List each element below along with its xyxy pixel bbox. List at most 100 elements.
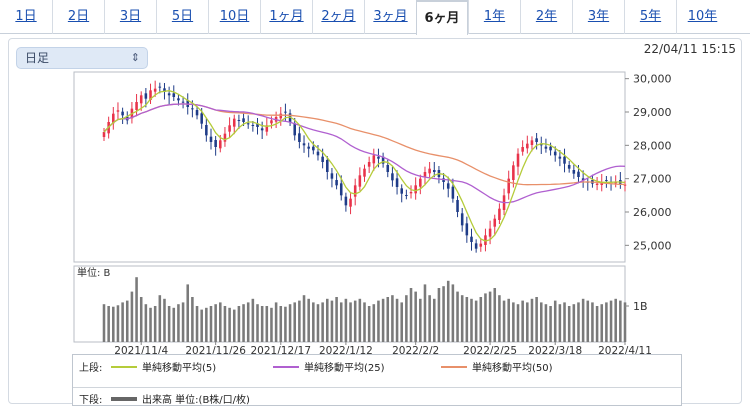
volume-bar [195, 306, 199, 342]
volume-bar [498, 295, 501, 342]
candle-body [507, 178, 510, 194]
volume-bar [437, 288, 441, 342]
volume-bar [488, 291, 492, 342]
candle-body [335, 180, 338, 186]
candle-body [316, 151, 320, 156]
tab-7[interactable]: 3ヶ月 [364, 0, 416, 34]
volume-bar [158, 295, 162, 342]
price-plot-frame [73, 71, 626, 263]
candle-body [558, 156, 562, 159]
volume-bar [242, 304, 245, 342]
volume-bar [484, 293, 487, 342]
price-tick-label: 25,000 [633, 239, 672, 252]
volume-bar [219, 302, 222, 342]
candle-body [256, 123, 259, 127]
volume-bar [144, 304, 148, 342]
volume-bar [209, 306, 213, 342]
candle-body [544, 146, 548, 149]
candle-body [600, 182, 604, 185]
candle-body [219, 140, 222, 149]
candle-body [623, 184, 627, 186]
candle-body [460, 213, 464, 226]
candle-body [358, 175, 362, 187]
tab-5[interactable]: 1ヶ月 [260, 0, 312, 34]
tab-2[interactable]: 3日 [104, 0, 156, 34]
candle-body [535, 138, 538, 142]
tab-4[interactable]: 10日 [208, 0, 260, 34]
volume-tick-label: 1B [633, 300, 648, 313]
volume-bar [172, 307, 176, 342]
candle-body [232, 118, 236, 127]
volume-bar [251, 298, 255, 342]
candle-body [353, 185, 357, 197]
candle-body [205, 125, 208, 136]
volume-bar [605, 302, 608, 342]
volume-bar [302, 295, 306, 342]
volume-bar [353, 300, 357, 342]
tab-11[interactable]: 3年 [572, 0, 624, 34]
candle-body [367, 162, 371, 167]
candle-body [484, 235, 487, 245]
candle-body [228, 125, 231, 132]
volume-bar [507, 298, 510, 342]
candle-body [409, 192, 413, 194]
interval-select[interactable]: 日足 ⇕ [16, 47, 148, 69]
candle-body [521, 147, 524, 152]
tab-12[interactable]: 5年 [624, 0, 676, 34]
volume-bar [367, 306, 371, 342]
tab-9[interactable]: 1年 [468, 0, 520, 34]
tab-0[interactable]: 1日 [15, 9, 37, 24]
volume-bar [316, 304, 320, 342]
tab-1[interactable]: 2日 [52, 0, 104, 34]
price-tick-label: 29,000 [633, 106, 672, 119]
volume-bar [232, 309, 236, 342]
tab-13[interactable]: 10年 [676, 0, 728, 34]
volume-bar [200, 309, 203, 342]
candle-body [223, 133, 227, 142]
candle-body [372, 155, 376, 164]
volume-bar [563, 302, 566, 342]
volume-bar [386, 297, 390, 342]
volume-bar [549, 306, 552, 342]
volume-bar [153, 306, 157, 342]
volume-bar [516, 304, 520, 342]
volume-bar [460, 295, 464, 342]
volume-bar [246, 302, 250, 342]
volume-bar [312, 302, 315, 342]
tab-10[interactable]: 2年 [520, 0, 572, 34]
volume-unit-label: 単位: B [77, 266, 111, 279]
candle-body [516, 153, 520, 167]
volume-bar [544, 304, 548, 342]
candle-body [279, 113, 283, 119]
price-tick-label: 27,000 [633, 173, 672, 186]
volume-bar [400, 302, 403, 342]
candle-body [214, 140, 217, 147]
volume-bar [112, 306, 115, 342]
volume-bar [339, 302, 343, 342]
volume-bar [205, 307, 208, 342]
candle-body [614, 182, 617, 184]
volume-bar [223, 306, 227, 342]
legend-ma25-label: 単純移動平均(25) [304, 363, 385, 374]
tab-6[interactable]: 2ヶ月 [312, 0, 364, 34]
volume-bar [191, 297, 194, 342]
candle-body [605, 180, 608, 181]
candle-body [428, 168, 431, 174]
tab-8[interactable]: 6ヶ月 [416, 0, 468, 35]
legend-ma50-label: 単純移動平均(50) [472, 363, 553, 374]
candle-body [260, 128, 264, 131]
volume-bar [107, 306, 110, 342]
volume-bar [405, 295, 408, 342]
volume-bar [349, 302, 352, 342]
candle-body [349, 198, 352, 207]
candle-body [577, 171, 580, 177]
volume-bar [321, 302, 324, 342]
candle-body [470, 236, 473, 242]
candle-body [302, 143, 306, 146]
candle-body [246, 123, 250, 125]
volume-bar [423, 284, 427, 342]
legend-volume: 出来高 単位:(B株/口/枚) [111, 391, 250, 406]
tab-3[interactable]: 5日 [156, 0, 208, 34]
candle-body [172, 93, 176, 97]
